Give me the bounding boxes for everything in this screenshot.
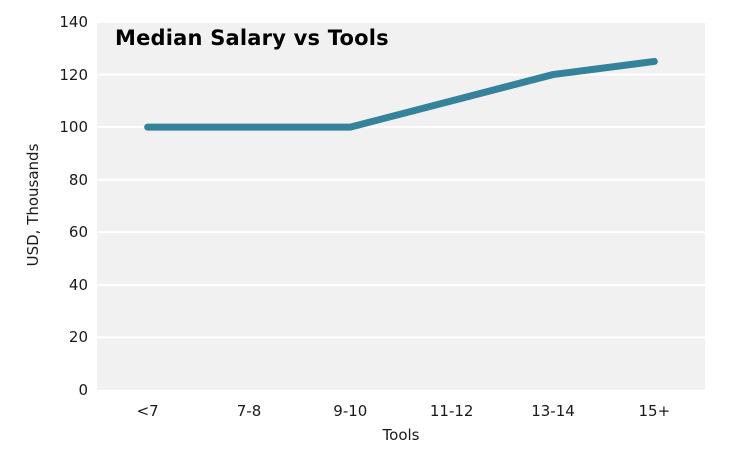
x-tick-label: 9-10 <box>333 402 368 420</box>
x-tick-label: <7 <box>136 402 159 420</box>
x-tick-label: 7-8 <box>236 402 262 420</box>
plot-area <box>97 22 705 390</box>
x-tick-label: 13-14 <box>531 402 575 420</box>
y-tick-label: 60 <box>68 223 88 242</box>
x-tick-label: 15+ <box>638 402 671 420</box>
x-axis-label: Tools <box>382 426 420 444</box>
y-tick-label: 140 <box>59 13 88 31</box>
data-line <box>144 57 658 131</box>
y-tick-label: 0 <box>78 381 88 399</box>
y-tick-label: 20 <box>68 328 88 347</box>
y-tick-label: 40 <box>68 275 88 294</box>
y-axis-label: USD, Thousands <box>24 143 42 267</box>
line-chart-canvas <box>97 22 705 339</box>
y-tick-label: 120 <box>59 65 88 84</box>
y-tick-label: 80 <box>68 170 88 189</box>
y-tick-label: 100 <box>59 118 88 137</box>
chart-title: Median Salary vs Tools <box>115 26 389 50</box>
x-tick-label: 11-12 <box>429 402 474 420</box>
